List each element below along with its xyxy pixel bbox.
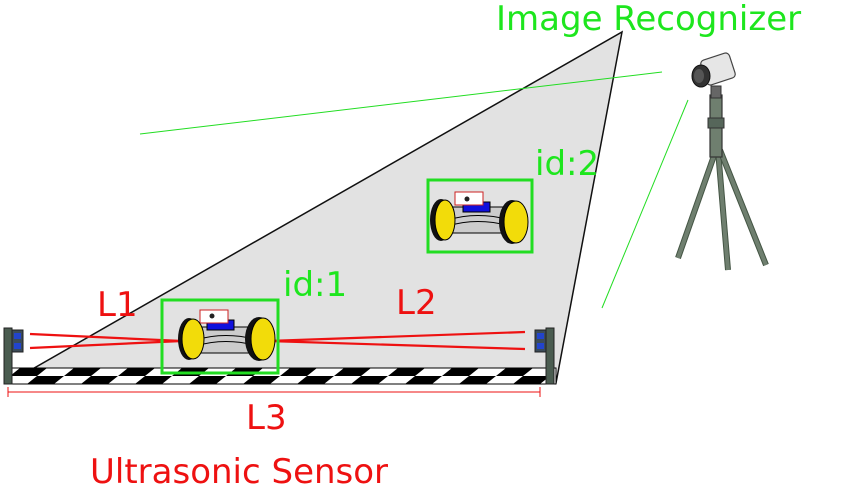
ultrasonic-sensor-right <box>534 327 555 385</box>
id-1-label: id:1 <box>283 265 348 305</box>
l3-dimension-line <box>7 387 541 397</box>
camera-field-of-view <box>5 30 624 384</box>
camera-view-line-lower <box>601 99 689 309</box>
checkered-track <box>7 367 557 385</box>
image-recognizer-label: Image Recognizer <box>496 0 802 39</box>
ultrasonic-sensor-label: Ultrasonic Sensor <box>90 452 389 492</box>
l3-label: L3 <box>246 398 287 438</box>
l1-label: L1 <box>97 285 138 325</box>
robot-1 <box>178 309 276 361</box>
id-2-label: id:2 <box>535 144 600 184</box>
l2-label: L2 <box>396 283 437 323</box>
detection-box-2 <box>426 178 534 254</box>
camera-icon <box>691 52 736 88</box>
detection-box-1 <box>160 298 280 375</box>
robot-2 <box>430 191 529 244</box>
camera-view-line-upper <box>139 71 663 135</box>
ultrasonic-sensor-left <box>3 327 24 385</box>
camera-tripod <box>675 85 769 271</box>
ultrasonic-beams <box>29 330 526 351</box>
